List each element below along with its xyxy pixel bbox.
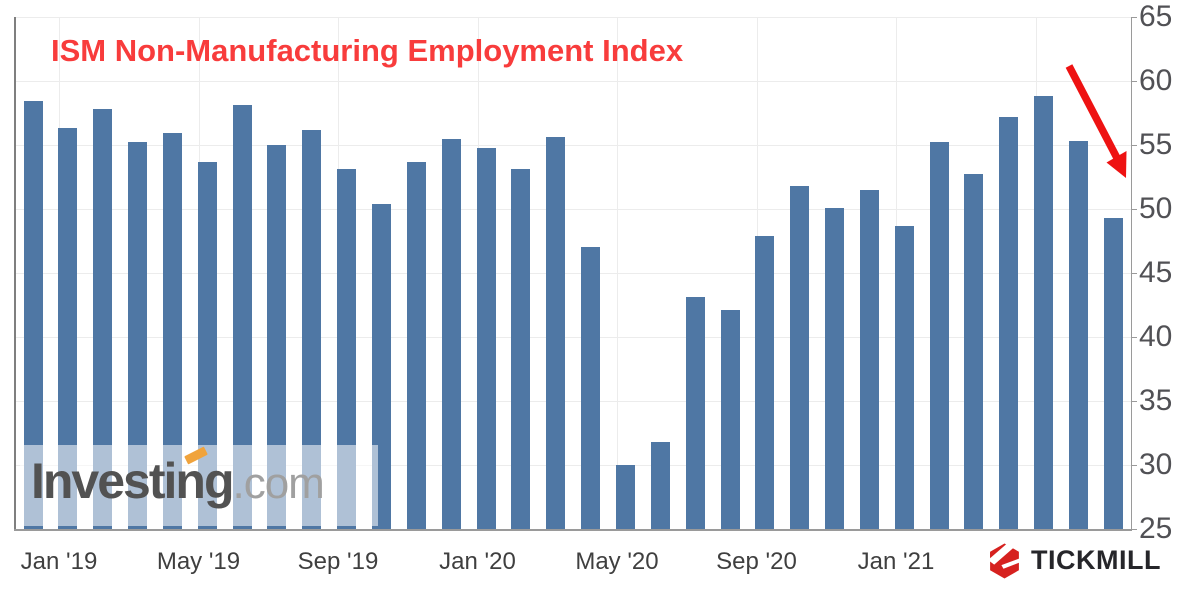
bar-dec18 [58, 128, 78, 529]
bar-dec20 [894, 225, 914, 529]
y-axis-tick [1131, 464, 1137, 466]
x-axis-label: Sep '19 [297, 548, 379, 575]
down-arrow-annotation-icon [1065, 64, 1127, 178]
bar-jun19 [267, 145, 287, 529]
y-axis-line-right [1130, 17, 1132, 530]
y-axis-tick [1131, 528, 1137, 530]
x-axis-label: May '20 [575, 548, 659, 575]
y-axis-label: 35 [1139, 384, 1173, 417]
bar-dec19 [476, 147, 496, 529]
h-gridline [14, 273, 1131, 274]
y-axis-label: 50 [1139, 192, 1173, 225]
bar-may19 [232, 105, 252, 529]
x-axis-label: May '19 [156, 548, 241, 575]
y-axis-label: 30 [1139, 448, 1173, 481]
y-axis-label: 55 [1139, 128, 1173, 161]
bar-feb20 [546, 137, 566, 529]
chart-title: ISM Non-Manufacturing Employment Index [51, 33, 684, 68]
bar-jun20 [685, 297, 705, 529]
x-axis-label: Jan '20 [439, 548, 516, 575]
bar-jun21 [1103, 217, 1123, 529]
bar-nov19 [441, 138, 461, 529]
y-axis-label: 45 [1139, 256, 1173, 289]
tickmill-logo-icon [988, 543, 1021, 579]
tickmill-logo-text: TICKMILL [1031, 544, 1161, 575]
bar-jan21 [929, 142, 949, 529]
investing-logo: Investing.com [31, 452, 325, 510]
v-gridline [617, 17, 618, 529]
bar-mar19 [162, 133, 182, 529]
x-axis-line [13, 529, 1132, 531]
h-gridline [14, 401, 1131, 402]
bar-oct20 [825, 207, 845, 529]
bar-jul20 [720, 310, 740, 529]
bar-may20 [650, 441, 670, 529]
bar-apr19 [197, 161, 217, 529]
bar-may21 [1069, 141, 1088, 529]
bar-feb21 [964, 174, 984, 529]
y-axis-tick [1131, 208, 1137, 210]
y-axis-label: 25 [1139, 512, 1173, 545]
bar-sep20 [790, 185, 810, 529]
y-axis-tick [1131, 16, 1137, 18]
bar-feb19 [128, 142, 148, 529]
bar-apr20 [615, 465, 635, 529]
bar-jul19 [302, 129, 322, 529]
y-axis-label: 60 [1139, 64, 1173, 97]
investing-watermark: Investing.com [20, 445, 378, 526]
bar-apr21 [1034, 96, 1054, 529]
investing-logo-text: Investing [31, 453, 234, 509]
bar-aug19 [337, 169, 357, 529]
y-axis-tick [1131, 400, 1137, 402]
h-gridline [14, 17, 1131, 18]
y-axis-label: 40 [1139, 320, 1173, 353]
y-axis-tick [1131, 272, 1137, 274]
h-gridline [14, 81, 1131, 82]
investing-logo-suffix: .com [232, 459, 324, 508]
y-axis-tick [1131, 336, 1137, 338]
h-gridline [14, 209, 1131, 210]
bar-mar21 [999, 116, 1019, 529]
bar-oct19 [406, 161, 426, 529]
h-gridline [14, 145, 1131, 146]
x-axis-label: Sep '20 [716, 548, 797, 575]
h-gridline [14, 465, 1131, 466]
h-gridline [14, 337, 1131, 338]
bar-nov20 [859, 189, 879, 529]
x-axis-label: Jan '21 [857, 548, 935, 575]
y-axis-tick [1131, 80, 1137, 82]
bar-jan19 [93, 109, 113, 529]
y-axis-line-left [13, 17, 16, 530]
tickmill-logo: TICKMILL [988, 543, 1161, 579]
bar-aug20 [755, 235, 775, 529]
y-axis-tick [1131, 144, 1137, 146]
bar-jan20 [511, 169, 531, 529]
bar-nov18 [23, 101, 43, 529]
bar-mar20 [581, 247, 601, 529]
x-axis-label: Jan '19 [20, 548, 98, 575]
y-axis-label: 65 [1139, 0, 1173, 33]
